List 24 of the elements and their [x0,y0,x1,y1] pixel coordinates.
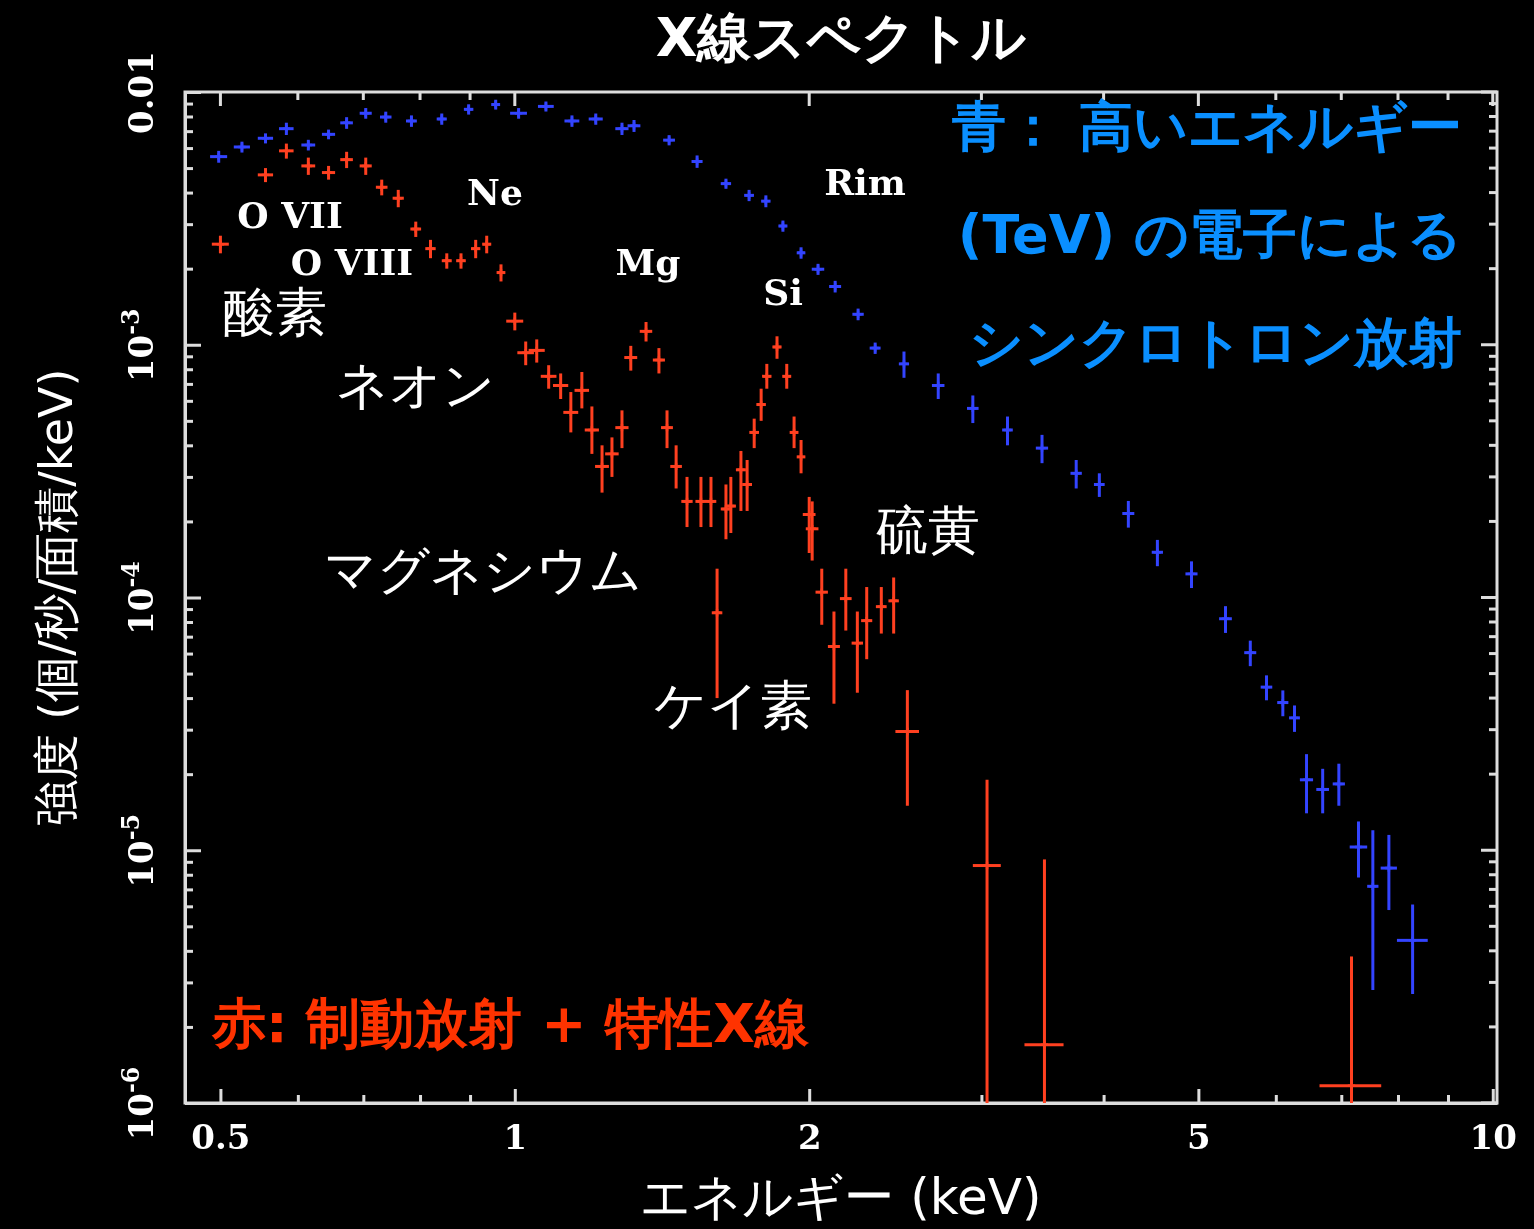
x-tick-label: 0.5 [191,1117,251,1158]
annotation: Ne [467,170,523,213]
annotation: マグネシウム [324,540,642,601]
y-axis-title: 強度 (個/秒/面積/keV) [29,368,83,827]
annotation: 酸素 [223,282,327,343]
annotation: 硫黄 [876,500,980,561]
annotation: シンクロトロン放射 [969,311,1462,374]
annotation: 赤: 制動放射 + 特性X線 [211,992,810,1055]
x-tick-label: 10 [1469,1117,1517,1158]
annotation: Mg [615,240,681,283]
x-tick-label: 5 [1187,1117,1211,1158]
x-tick-label: 1 [503,1117,528,1158]
y-tick-label: 0.01 [120,51,161,134]
annotation: ケイ素 [654,675,812,736]
annotation: O VIII [290,240,414,283]
annotation: ネオン [335,355,495,416]
annotation: Si [763,270,803,313]
annotation: 青： 高いエネルギー [951,95,1462,158]
annotation: Rim [824,160,906,203]
annotation: (TeV) の電子による [957,203,1462,266]
chart-title: X線スペクトル [655,6,1027,69]
x-tick-label: 2 [797,1117,822,1158]
annotation: O VII [237,193,343,236]
x-axis-title: エネルギー (keV) [640,1168,1042,1226]
